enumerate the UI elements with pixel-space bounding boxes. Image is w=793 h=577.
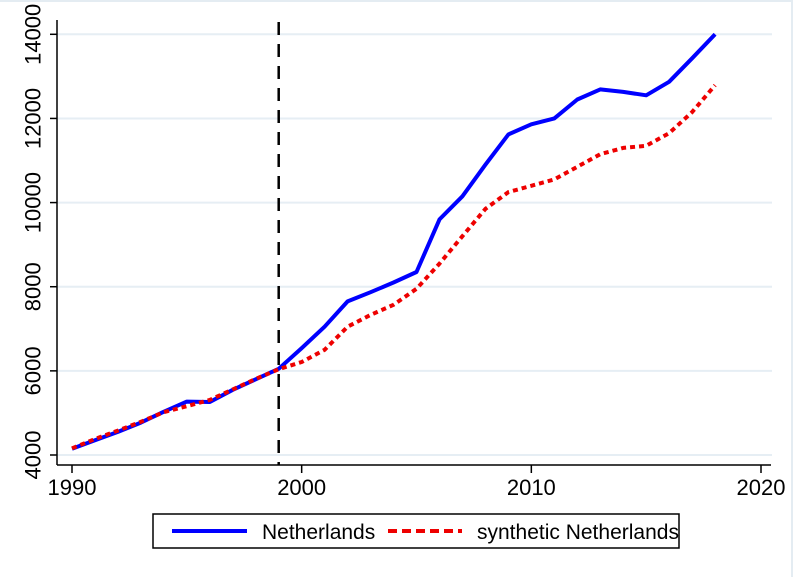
y-tick-label: 8000 xyxy=(21,262,46,311)
x-tick-label: 2000 xyxy=(277,475,326,500)
y-tick-label: 14000 xyxy=(21,4,46,65)
series-lines xyxy=(71,32,717,451)
x-tick-label: 1990 xyxy=(48,475,97,500)
x-tick-label: 2010 xyxy=(507,475,556,500)
y-tick-label: 4000 xyxy=(21,431,46,480)
tick-labels: 4000 6000 8000 10000 12000 14000 1990 2000 2010 2… xyxy=(21,4,786,500)
legend-label-synthetic-netherlands: synthetic Netherlands xyxy=(477,521,679,544)
netherlands-line xyxy=(71,32,717,451)
legend: Netherlands synthetic Netherlands xyxy=(152,513,680,549)
gridlines xyxy=(57,33,772,456)
axes xyxy=(50,20,771,473)
x-tick-label: 2020 xyxy=(737,475,786,500)
y-tick-label: 12000 xyxy=(21,88,46,149)
y-tick-label: 10000 xyxy=(21,172,46,233)
synthetic-netherlands-line xyxy=(71,83,717,451)
y-tick-label: 6000 xyxy=(21,346,46,395)
legend-label-netherlands: Netherlands xyxy=(262,521,375,544)
